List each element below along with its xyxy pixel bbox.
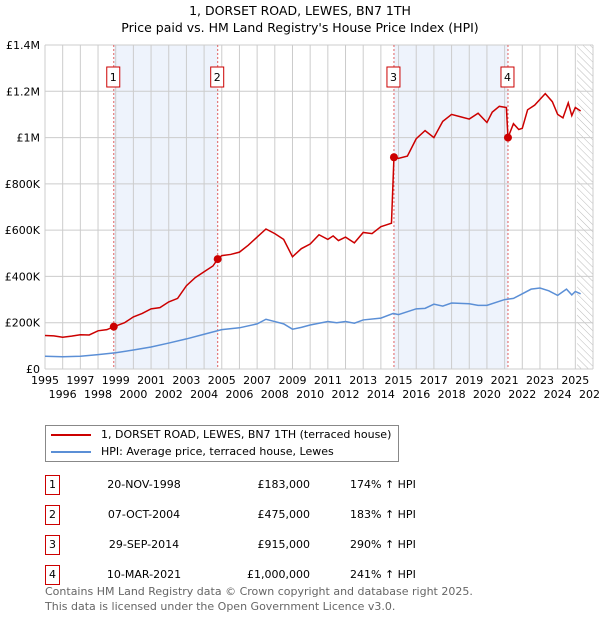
x-tick-label: 2013: [349, 374, 377, 387]
legend: 1, DORSET ROAD, LEWES, BN7 1TH (terraced…: [45, 425, 399, 462]
sale-label-number: 1: [110, 71, 117, 84]
sale-hpi-change: 174% ↑ HPI: [350, 478, 416, 491]
x-tick-label: 2016: [402, 388, 430, 401]
x-tick-label: 1998: [84, 388, 112, 401]
y-tick-label: £400K: [5, 270, 41, 283]
x-tick-label: 2005: [208, 374, 236, 387]
x-tick-label: 2021: [491, 374, 519, 387]
legend-label: HPI: Average price, terraced house, Lewe…: [101, 445, 334, 458]
sale-point: [109, 322, 118, 331]
sale-label-number: 3: [390, 71, 397, 84]
sale-number-badge: 3: [45, 535, 60, 555]
x-tick-label: 1999: [102, 374, 130, 387]
x-tick-label: 2020: [473, 388, 501, 401]
sale-row: 3 29-SEP-2014 £915,000 290% ↑ HPI: [45, 535, 445, 555]
sale-number-badge: 4: [45, 565, 60, 585]
sale-label-box: [106, 66, 121, 88]
y-tick-label: £1.2M: [6, 85, 40, 98]
sale-label-box: [500, 66, 515, 88]
x-tick-label: 2018: [438, 388, 466, 401]
shaded-period: [393, 45, 508, 369]
x-tick-label: 2025: [561, 374, 589, 387]
legend-swatch-blue: [51, 451, 91, 453]
y-tick-label: £800K: [5, 178, 41, 191]
sale-date: 29-SEP-2014: [108, 538, 180, 551]
x-tick-label: 2000: [119, 388, 147, 401]
y-tick-label: £1M: [17, 132, 41, 145]
x-tick-label: 2001: [137, 374, 165, 387]
x-tick-label: 2009: [278, 374, 306, 387]
x-tick-label: 2011: [314, 374, 342, 387]
sale-row: 2 07-OCT-2004 £475,000 183% ↑ HPI: [45, 505, 445, 525]
sale-point: [213, 255, 222, 264]
y-tick-label: £600K: [5, 224, 41, 237]
x-tick-label: 2015: [385, 374, 413, 387]
sale-price: £1,000,000: [247, 568, 310, 581]
y-tick-label: £0: [26, 363, 40, 376]
sale-hpi-change: 183% ↑ HPI: [350, 508, 416, 521]
x-tick-label: 2010: [296, 388, 324, 401]
sale-date: 10-MAR-2021: [106, 568, 182, 581]
x-tick-label: 2026: [579, 388, 600, 401]
price-chart: 1995199619971998199920002001200220032004…: [5, 39, 600, 401]
x-tick-label: 1995: [31, 374, 59, 387]
forecast-hatch: [577, 45, 593, 369]
x-tick-label: 2007: [243, 374, 271, 387]
sale-hpi-change: 290% ↑ HPI: [350, 538, 416, 551]
x-tick-label: 2008: [261, 388, 289, 401]
sale-label-box: [386, 66, 401, 88]
hpi-line: [44, 287, 581, 358]
footer-licence: This data is licensed under the Open Gov…: [45, 600, 396, 613]
x-tick-label: 2022: [508, 388, 536, 401]
sale-date: 07-OCT-2004: [107, 508, 181, 521]
sale-point: [389, 153, 398, 162]
sale-date: 20-NOV-1998: [107, 478, 181, 491]
property-price-line: [44, 92, 582, 339]
sale-number-badge: 2: [45, 505, 60, 525]
x-tick-label: 2019: [455, 374, 483, 387]
x-tick-label: 2002: [155, 388, 183, 401]
footer-copyright: Contains HM Land Registry data © Crown c…: [45, 585, 473, 598]
x-tick-label: 2006: [225, 388, 253, 401]
chart-subtitle: Price paid vs. HM Land Registry's House …: [121, 20, 479, 35]
x-tick-label: 2004: [190, 388, 218, 401]
x-tick-label: 2024: [544, 388, 572, 401]
legend-label: 1, DORSET ROAD, LEWES, BN7 1TH (terraced…: [101, 428, 392, 441]
x-tick-label: 2012: [332, 388, 360, 401]
sale-price: £475,000: [257, 508, 311, 521]
sale-price: £183,000: [257, 478, 311, 491]
x-tick-label: 2023: [526, 374, 554, 387]
chart-title: 1, DORSET ROAD, LEWES, BN7 1TH: [189, 3, 411, 18]
x-tick-label: 1997: [66, 374, 94, 387]
y-tick-label: £1.4M: [6, 39, 40, 52]
legend-swatch-red: [51, 434, 91, 436]
sale-row: 1 20-NOV-1998 £183,000 174% ↑ HPI: [45, 475, 445, 495]
x-tick-label: 2017: [420, 374, 448, 387]
sale-hpi-change: 241% ↑ HPI: [350, 568, 416, 581]
shaded-period: [113, 45, 218, 369]
sale-number-badge: 1: [45, 475, 60, 495]
sale-point: [503, 133, 512, 142]
sale-price: £915,000: [257, 538, 311, 551]
sale-label-number: 4: [504, 71, 511, 84]
x-tick-label: 2014: [367, 388, 395, 401]
sale-label-box: [210, 66, 225, 88]
x-tick-label: 1996: [49, 388, 77, 401]
x-tick-label: 2003: [172, 374, 200, 387]
sale-row: 4 10-MAR-2021 £1,000,000 241% ↑ HPI: [45, 565, 445, 585]
sale-label-number: 2: [214, 71, 221, 84]
y-tick-label: £200K: [5, 317, 41, 330]
